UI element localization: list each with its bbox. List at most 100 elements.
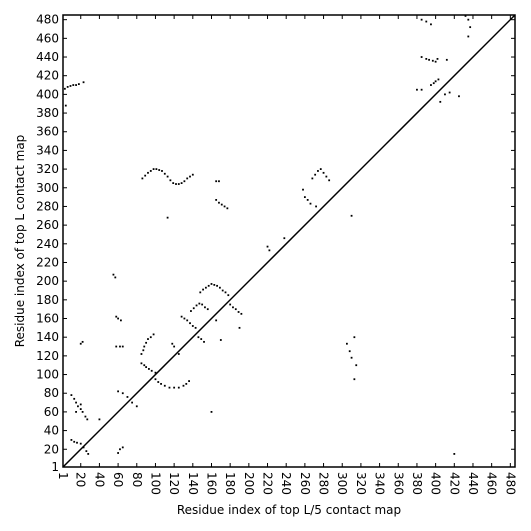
- point: [232, 306, 234, 309]
- x-tick-label: 120: [167, 472, 181, 495]
- point: [311, 177, 314, 180]
- point: [195, 304, 198, 307]
- point: [81, 340, 84, 343]
- y-tick-label: 300: [36, 181, 59, 195]
- point: [191, 173, 194, 176]
- y-tick-label: 220: [36, 255, 59, 269]
- point: [425, 20, 428, 23]
- point: [215, 319, 218, 322]
- x-tick-label: 480: [503, 472, 517, 495]
- point: [98, 418, 101, 421]
- point: [432, 82, 435, 85]
- point: [220, 203, 223, 206]
- point: [73, 440, 76, 443]
- point: [143, 345, 146, 348]
- point: [434, 80, 437, 83]
- y-tick-label: 400: [36, 87, 59, 101]
- point: [444, 93, 446, 96]
- point: [143, 364, 146, 367]
- point: [166, 216, 169, 219]
- y-tick-label: 480: [36, 13, 59, 27]
- point: [350, 214, 353, 217]
- x-tick-label: 380: [410, 472, 424, 495]
- x-tick-label: 100: [148, 472, 162, 495]
- point: [70, 439, 73, 441]
- x-tick-label: 280: [317, 472, 331, 495]
- point: [135, 405, 138, 408]
- point: [177, 386, 180, 389]
- point: [302, 188, 304, 191]
- point: [431, 59, 434, 62]
- x-tick-label: 320: [354, 472, 368, 495]
- point: [183, 180, 186, 183]
- point: [309, 202, 312, 205]
- y-tick-label: 40: [44, 424, 59, 438]
- x-tick-label: 1: [56, 472, 70, 480]
- point: [154, 371, 157, 374]
- x-tick-label: 180: [223, 472, 237, 495]
- point: [188, 380, 190, 382]
- point: [189, 322, 191, 325]
- point: [420, 88, 423, 91]
- point: [121, 345, 124, 348]
- point: [145, 341, 148, 344]
- point: [79, 403, 82, 406]
- point: [152, 168, 155, 170]
- x-tick-label: 220: [261, 472, 275, 495]
- point: [469, 26, 472, 29]
- x-tick-label: 200: [242, 472, 256, 495]
- point: [154, 378, 157, 381]
- point: [215, 180, 218, 183]
- point: [117, 317, 119, 320]
- point: [147, 338, 149, 340]
- point: [161, 170, 163, 172]
- point: [353, 378, 356, 381]
- point: [218, 286, 221, 289]
- y-tick-label: 260: [36, 218, 59, 232]
- point: [268, 249, 271, 252]
- x-tick-label: 400: [429, 472, 443, 495]
- point: [306, 199, 309, 201]
- point: [430, 23, 432, 26]
- point: [140, 362, 143, 365]
- point: [115, 345, 118, 348]
- point: [120, 319, 122, 322]
- y-tick-label: 120: [36, 349, 59, 363]
- point: [121, 392, 124, 395]
- y-tick-label: 380: [36, 106, 59, 120]
- point: [458, 95, 460, 98]
- plot-frame: [62, 14, 516, 468]
- point: [218, 201, 220, 204]
- point: [464, 15, 467, 17]
- point: [86, 418, 89, 421]
- point: [238, 326, 241, 329]
- point: [119, 448, 121, 451]
- point: [147, 171, 149, 174]
- point: [355, 364, 358, 367]
- point: [194, 326, 197, 329]
- point: [210, 411, 213, 413]
- point: [467, 35, 470, 38]
- point: [314, 173, 317, 176]
- point: [79, 342, 82, 345]
- point: [157, 381, 160, 383]
- point: [150, 369, 153, 372]
- point: [152, 333, 155, 336]
- y-tick-label: 280: [36, 199, 59, 213]
- point: [328, 179, 331, 182]
- point: [213, 283, 216, 286]
- y-tick-label: 460: [36, 31, 59, 45]
- point: [204, 306, 206, 309]
- point: [189, 175, 191, 178]
- point: [437, 78, 440, 81]
- point: [182, 384, 185, 387]
- point: [72, 84, 75, 86]
- y-tick-label: 440: [36, 50, 59, 64]
- point: [197, 336, 200, 339]
- point: [448, 91, 451, 94]
- point: [191, 325, 194, 327]
- x-tick-label: 240: [279, 472, 293, 495]
- point: [166, 175, 169, 178]
- point: [168, 386, 171, 389]
